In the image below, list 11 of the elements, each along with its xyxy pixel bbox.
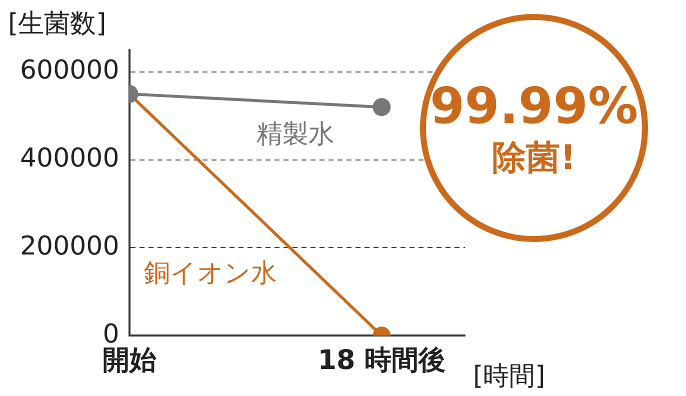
y-tick-label: 200000 [20, 231, 120, 262]
series-label: 銅イオン水 [144, 258, 277, 289]
y-tick-label: 400000 [20, 144, 120, 174]
y-axis-title: [生菌数] [8, 8, 106, 39]
x-tick-label: 開始 [102, 344, 156, 376]
x-tick-label: 18 時間後 [318, 344, 446, 376]
x-axis-title: [時間] [473, 361, 546, 392]
y-tick-label: 600000 [20, 56, 120, 86]
annotation: 99.99% [430, 76, 638, 136]
circle-badge: 99.99% 除菌! [420, 14, 648, 242]
series-label: 精製水 [256, 119, 334, 150]
